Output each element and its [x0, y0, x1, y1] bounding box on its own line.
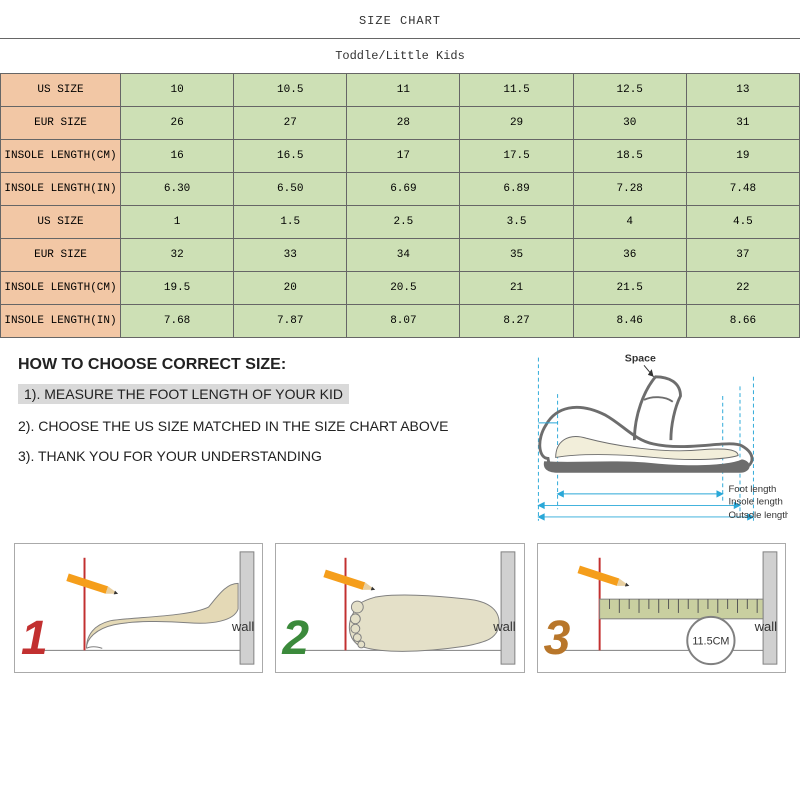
foot-length-label: Foot length: [728, 484, 776, 495]
size-cell: 20: [234, 272, 347, 305]
measure-steps-row: 1 wall 2 wall: [0, 535, 800, 673]
size-cell: 8.27: [460, 305, 573, 338]
size-cell: 32: [121, 239, 234, 272]
size-cell: 13: [686, 74, 799, 107]
size-cell: 6.69: [347, 173, 460, 206]
size-cell: 26: [121, 107, 234, 140]
size-table: US SIZE1010.51111.512.513EUR SIZE2627282…: [0, 73, 800, 338]
shoe-diagram: Space Foot length Insole length Outsole …: [500, 348, 788, 530]
size-cell: 4: [573, 206, 686, 239]
size-cell: 34: [347, 239, 460, 272]
instruction-step-2: 2). CHOOSE THE US SIZE MATCHED IN THE SI…: [18, 418, 482, 434]
row-label: US SIZE: [1, 206, 121, 239]
size-cell: 7.28: [573, 173, 686, 206]
size-cell: 8.46: [573, 305, 686, 338]
size-cell: 17: [347, 140, 460, 173]
space-label: Space: [625, 352, 656, 364]
size-cell: 6.89: [460, 173, 573, 206]
size-cell: 20.5: [347, 272, 460, 305]
size-cell: 30: [573, 107, 686, 140]
size-cell: 7.68: [121, 305, 234, 338]
size-cell: 7.48: [686, 173, 799, 206]
size-cell: 37: [686, 239, 799, 272]
row-label: INSOLE LENGTH(CM): [1, 140, 121, 173]
size-cell: 8.66: [686, 305, 799, 338]
step-number-3: 3: [544, 611, 571, 666]
wall-label-2: wall: [493, 619, 515, 634]
insole-length-label: Insole length: [728, 496, 782, 507]
size-cell: 33: [234, 239, 347, 272]
size-cell: 3.5: [460, 206, 573, 239]
step-number-2: 2: [282, 611, 309, 666]
size-cell: 21.5: [573, 272, 686, 305]
row-label: EUR SIZE: [1, 107, 121, 140]
size-cell: 1: [121, 206, 234, 239]
ruler-reading: 11.5CM: [692, 636, 729, 648]
size-cell: 2.5: [347, 206, 460, 239]
size-cell: 27: [234, 107, 347, 140]
row-label: US SIZE: [1, 74, 121, 107]
size-cell: 36: [573, 239, 686, 272]
size-cell: 10.5: [234, 74, 347, 107]
size-cell: 11.5: [460, 74, 573, 107]
size-cell: 8.07: [347, 305, 460, 338]
size-cell: 16: [121, 140, 234, 173]
size-cell: 29: [460, 107, 573, 140]
row-label: INSOLE LENGTH(CM): [1, 272, 121, 305]
measure-step-1: 1 wall: [14, 543, 263, 673]
size-cell: 6.50: [234, 173, 347, 206]
instructions-block: HOW TO CHOOSE CORRECT SIZE: 1). MEASURE …: [0, 338, 500, 482]
size-cell: 21: [460, 272, 573, 305]
size-cell: 31: [686, 107, 799, 140]
size-cell: 28: [347, 107, 460, 140]
size-cell: 6.30: [121, 173, 234, 206]
instruction-step-3: 3). THANK YOU FOR YOUR UNDERSTANDING: [18, 448, 482, 464]
size-cell: 7.87: [234, 305, 347, 338]
row-label: INSOLE LENGTH(IN): [1, 173, 121, 206]
chart-title: SIZE CHART: [0, 0, 800, 38]
outsole-length-label: Outsole length: [728, 510, 788, 521]
size-cell: 22: [686, 272, 799, 305]
size-cell: 1.5: [234, 206, 347, 239]
wall-label-1: wall: [232, 619, 254, 634]
size-cell: 4.5: [686, 206, 799, 239]
wall-label-3: wall: [755, 619, 777, 634]
size-cell: 12.5: [573, 74, 686, 107]
instructions-title: HOW TO CHOOSE CORRECT SIZE:: [18, 356, 482, 374]
size-cell: 19.5: [121, 272, 234, 305]
size-cell: 16.5: [234, 140, 347, 173]
size-cell: 19: [686, 140, 799, 173]
chart-subtitle: Toddle/Little Kids: [0, 38, 800, 73]
size-cell: 10: [121, 74, 234, 107]
size-cell: 17.5: [460, 140, 573, 173]
size-cell: 18.5: [573, 140, 686, 173]
instruction-step-1: 1). MEASURE THE FOOT LENGTH OF YOUR KID: [18, 384, 482, 404]
row-label: EUR SIZE: [1, 239, 121, 272]
measure-step-3: 11.5CM 3 wall: [537, 543, 786, 673]
step-number-1: 1: [21, 611, 48, 666]
size-cell: 11: [347, 74, 460, 107]
row-label: INSOLE LENGTH(IN): [1, 305, 121, 338]
measure-step-2: 2 wall: [275, 543, 524, 673]
size-cell: 35: [460, 239, 573, 272]
